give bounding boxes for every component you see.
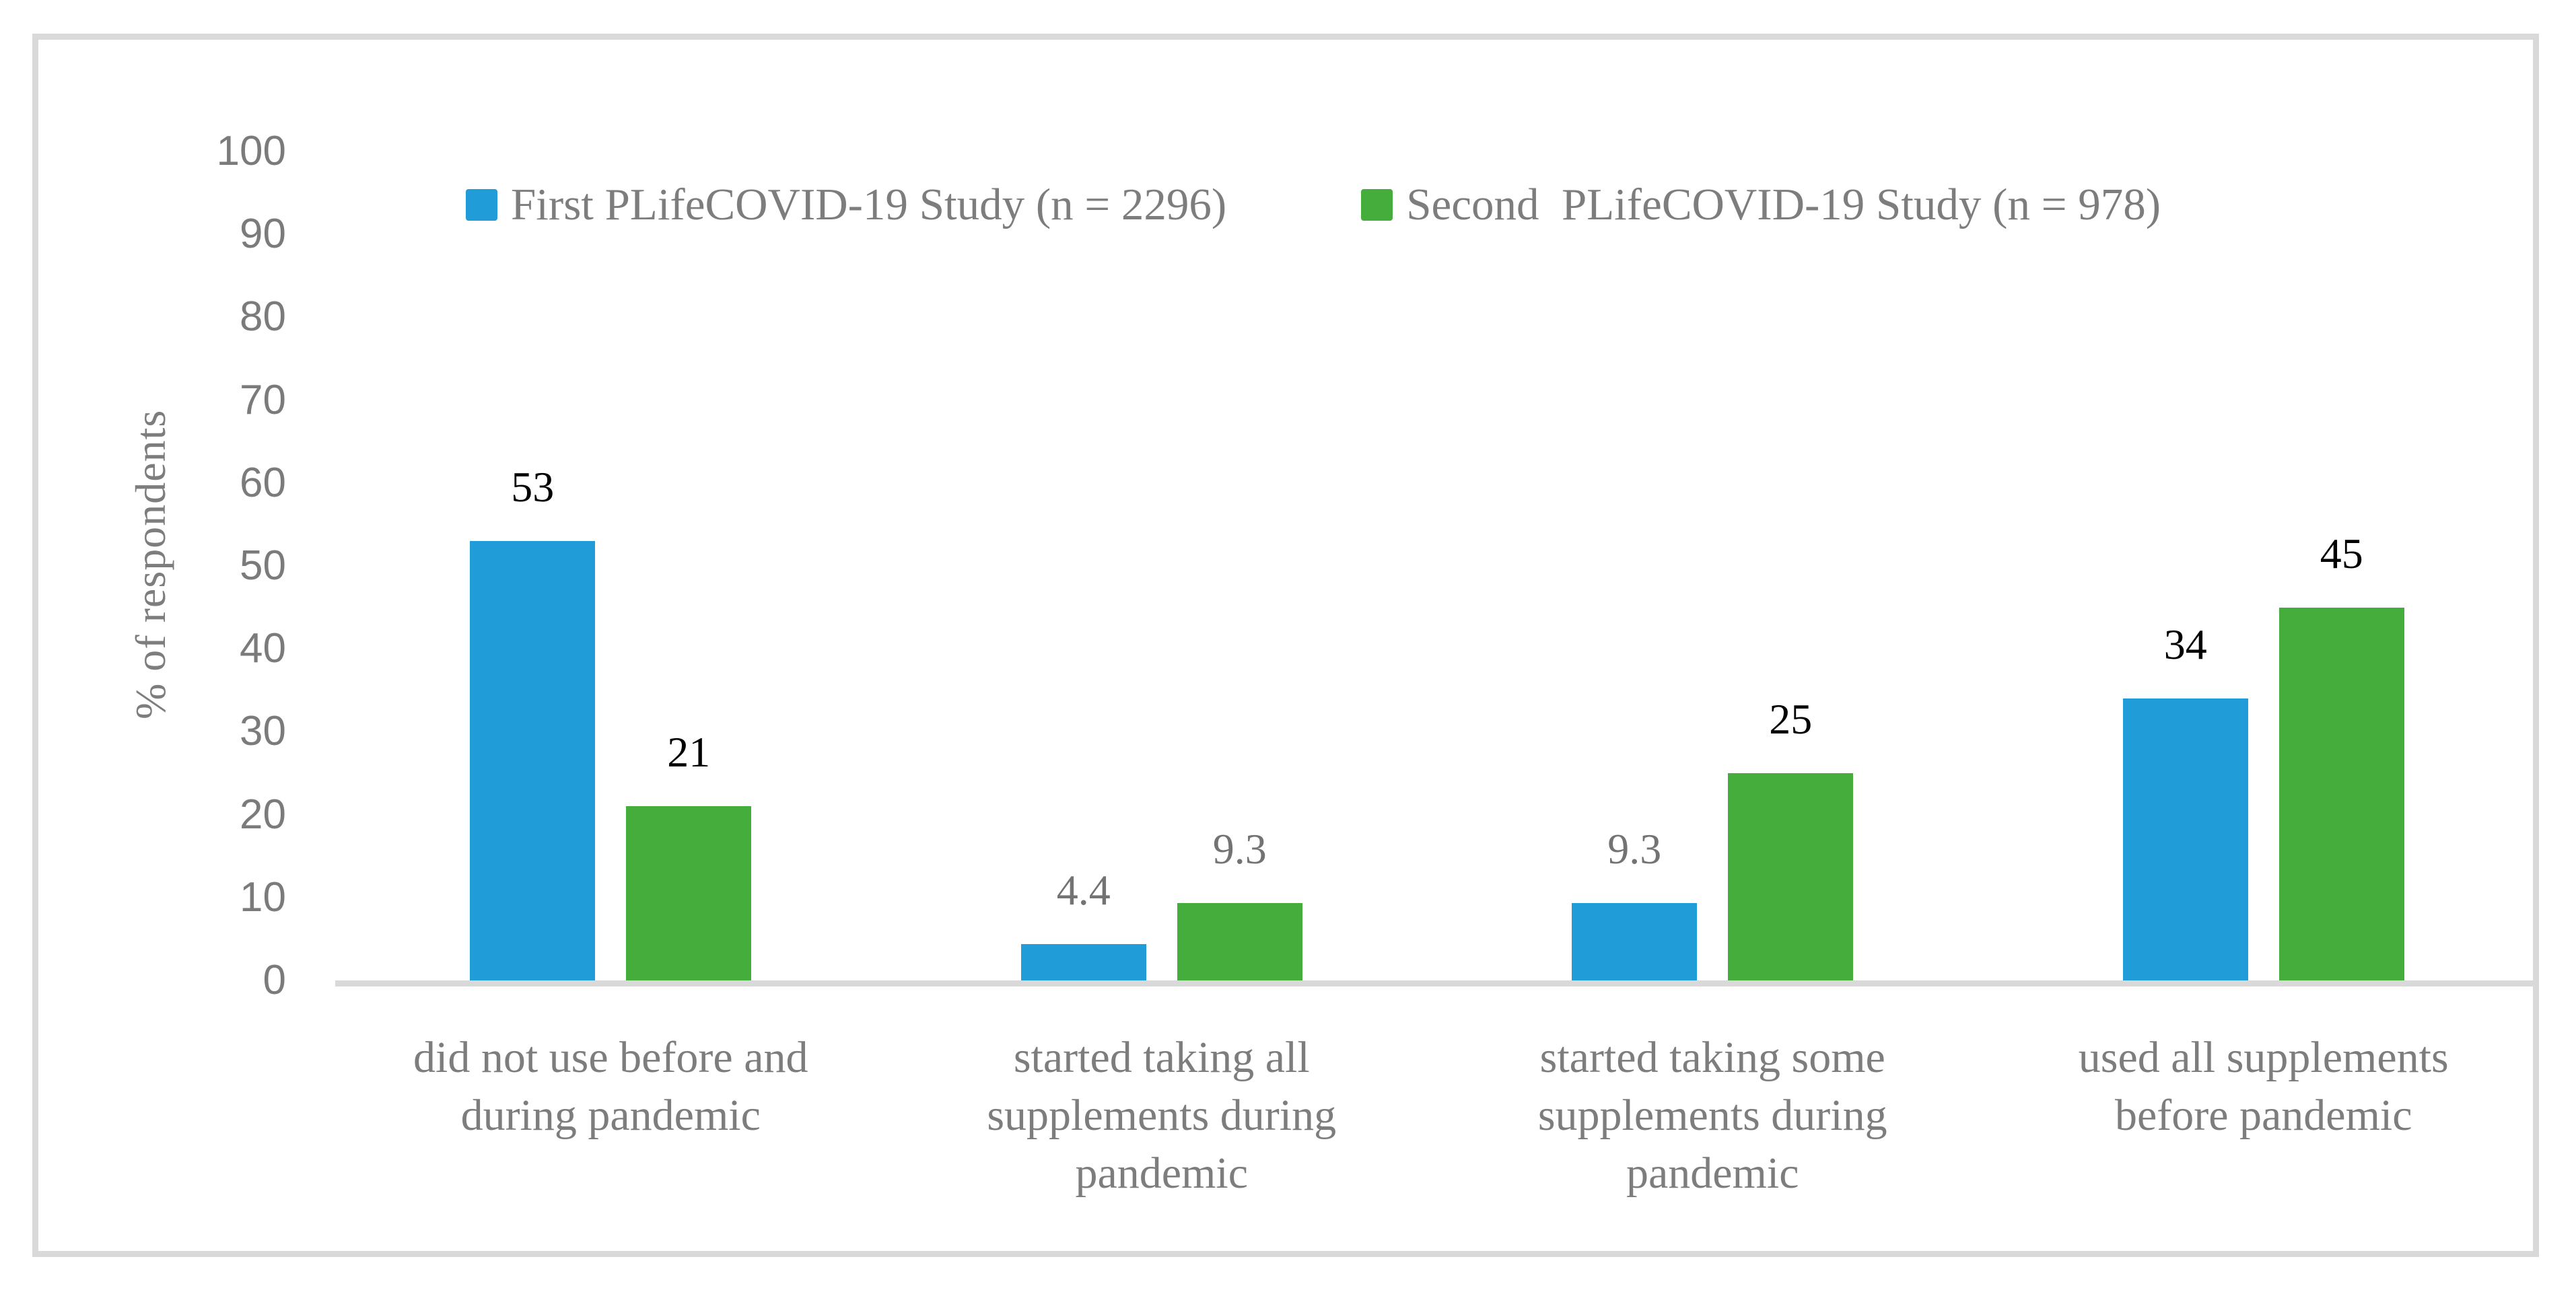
legend: First PLifeCOVID-19 Study (n = 2296) Sec… bbox=[466, 174, 2161, 235]
y-tick-label-30: 30 bbox=[240, 708, 286, 755]
bar-column-series2-group4: 45 bbox=[2278, 529, 2404, 980]
bar-value-label: 25 bbox=[1769, 695, 1813, 743]
y-tick-label-20: 20 bbox=[240, 791, 286, 838]
bar-value-label: 21 bbox=[667, 728, 711, 777]
legend-label-first-study: First PLifeCOVID-19 Study (n = 2296) bbox=[511, 179, 1227, 229]
bar-value-label: 4.4 bbox=[1056, 865, 1111, 914]
bar-column-series1-group4: 34 bbox=[2122, 620, 2248, 980]
y-tick-label-10: 10 bbox=[240, 873, 286, 921]
bar-group-4: 34 45 bbox=[1988, 151, 2540, 980]
bar-column-series1-group2: 4.4 bbox=[1020, 865, 1146, 980]
bar-group-3: 9.3 25 bbox=[1437, 151, 1988, 980]
bar-column-series2-group2: 9.3 bbox=[1177, 828, 1302, 980]
bar-value-label: 45 bbox=[2320, 529, 2363, 577]
bar-group-1: 53 21 bbox=[335, 151, 886, 980]
bar-series2-group2 bbox=[1177, 903, 1302, 980]
y-tick-label-70: 70 bbox=[240, 376, 286, 423]
bar-series1-group4 bbox=[2122, 698, 2248, 980]
y-axis-tick-labels: 0 10 20 30 40 50 60 70 80 90 100 bbox=[133, 128, 286, 1003]
y-tick-label-100: 100 bbox=[216, 128, 286, 174]
y-tick-label-0: 0 bbox=[263, 957, 286, 1003]
bar-series1-group3 bbox=[1572, 903, 1698, 980]
bar-series2-group1 bbox=[626, 806, 752, 980]
x-category-label-4: used all supplements before pandemic bbox=[2078, 1033, 2449, 1140]
y-tick-label-80: 80 bbox=[240, 293, 286, 340]
plot-area: 53 21 4.4 9.3 9.3 25 34 45 bbox=[335, 151, 2539, 986]
legend-swatch-second-study bbox=[1361, 188, 1393, 221]
x-axis-category-labels: did not use before and during pandemic st… bbox=[335, 1029, 2539, 1203]
bar-column-series1-group3: 9.3 bbox=[1572, 825, 1698, 980]
bar-value-label: 9.3 bbox=[1212, 825, 1267, 873]
y-tick-label-60: 60 bbox=[240, 459, 286, 506]
bar-column-series2-group1: 21 bbox=[626, 728, 752, 980]
legend-label-second-study: Second PLifeCOVID-19 Study (n = 978) bbox=[1406, 179, 2161, 229]
x-category-label-1: did not use before and during pandemic bbox=[413, 1033, 808, 1140]
chart-frame: % of respondents 0 10 20 30 40 50 60 70 80 90 100 … bbox=[32, 34, 2539, 1257]
bar-column-series1-group1: 53 bbox=[470, 463, 596, 980]
bar-series2-group4 bbox=[2278, 607, 2404, 980]
bar-column-series2-group3: 25 bbox=[1728, 695, 1854, 980]
legend-item-second-study: Second PLifeCOVID-19 Study (n = 978) bbox=[1361, 179, 2161, 231]
bar-value-label: 34 bbox=[2163, 620, 2207, 669]
bar-value-label: 9.3 bbox=[1607, 825, 1662, 873]
x-category-label-3: started taking some supplements during p… bbox=[1537, 1033, 1887, 1198]
bar-group-2: 4.4 9.3 bbox=[886, 151, 1438, 980]
legend-swatch-first-study bbox=[466, 188, 497, 221]
bar-series1-group2 bbox=[1020, 943, 1146, 980]
y-tick-label-50: 50 bbox=[240, 542, 286, 589]
bar-series2-group3 bbox=[1728, 773, 1854, 980]
y-tick-label-90: 90 bbox=[240, 211, 286, 258]
y-tick-label-40: 40 bbox=[240, 625, 286, 672]
bar-series1-group1 bbox=[470, 541, 596, 980]
bar-value-label: 53 bbox=[511, 463, 555, 511]
x-category-label-2: started taking all supplements during pa… bbox=[987, 1033, 1337, 1198]
legend-item-first-study: First PLifeCOVID-19 Study (n = 2296) bbox=[466, 179, 1226, 231]
